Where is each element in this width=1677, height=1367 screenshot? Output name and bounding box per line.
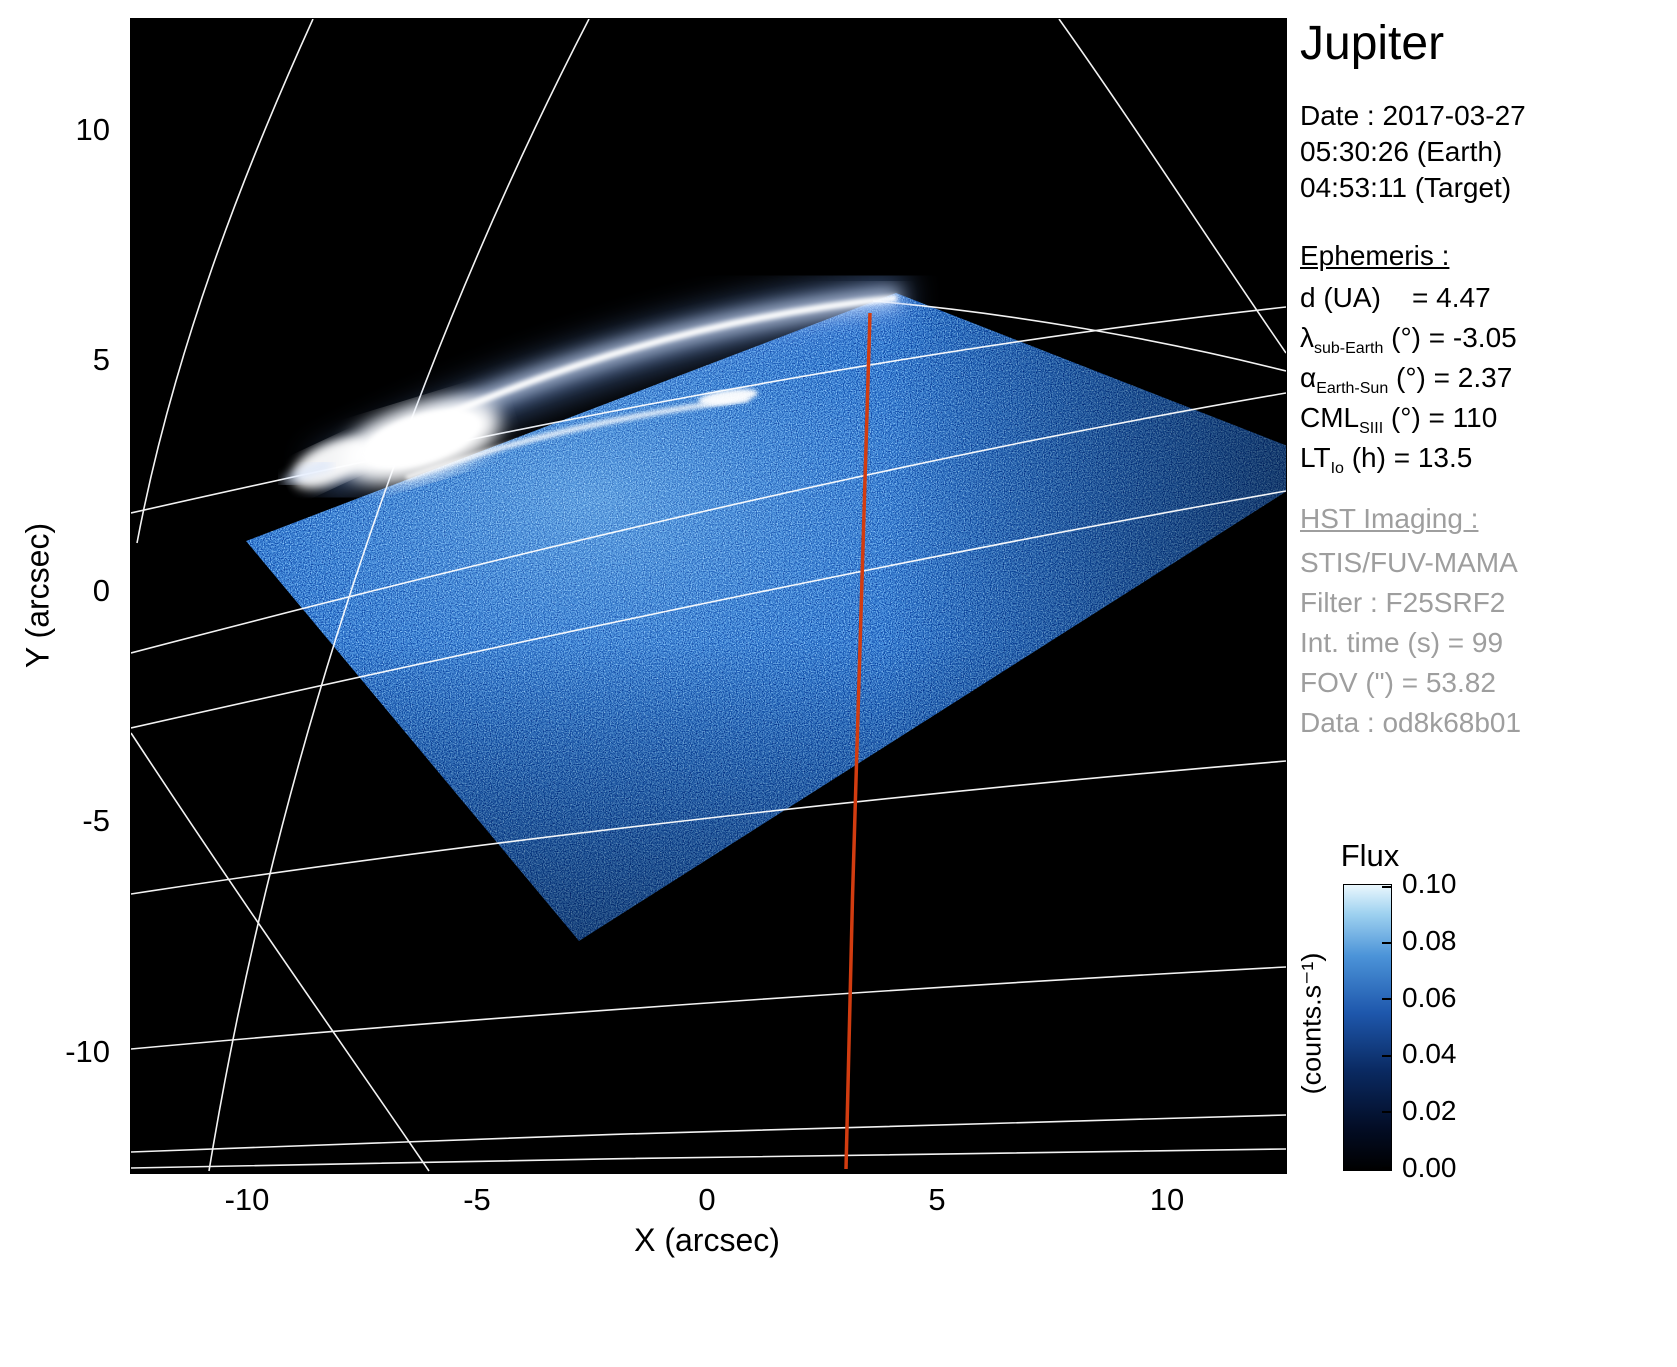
ephemeris-value: (°) = 110 bbox=[1383, 402, 1498, 433]
colorbar-unit-label: (counts.s⁻¹) bbox=[1296, 952, 1327, 1095]
colorbar-tick-label: 0.00 bbox=[1402, 1152, 1457, 1183]
ephemeris-row: λsub-Earth (°) = -3.05 bbox=[1300, 322, 1517, 362]
figure-title: Jupiter bbox=[1300, 17, 1445, 70]
hst-imaging-heading: HST Imaging : bbox=[1300, 503, 1479, 534]
latitude-line bbox=[131, 966, 1286, 1050]
ephemeris-row: αEarth-Sun (°) = 2.37 bbox=[1300, 362, 1517, 402]
x-tick-label: 10 bbox=[1149, 1182, 1185, 1217]
ephemeris-subscript: Earth-Sun bbox=[1316, 380, 1389, 397]
hst-int-time: Int. time (s) = 99 bbox=[1300, 627, 1504, 658]
longitude-line bbox=[208, 19, 590, 1172]
ephemeris-symbol: LT bbox=[1300, 442, 1331, 473]
x-tick-label: -5 bbox=[463, 1182, 491, 1217]
colorbar-tick-label: 0.02 bbox=[1402, 1095, 1457, 1126]
y-tick-label: -5 bbox=[82, 803, 110, 838]
observation-date: Date : 2017-03-27 bbox=[1300, 100, 1526, 131]
latitude-line bbox=[131, 1114, 1286, 1153]
longitude-line bbox=[1058, 19, 1286, 354]
colorbar-tick-label: 0.10 bbox=[1402, 868, 1457, 899]
latitude-line bbox=[131, 760, 1286, 895]
hst-imaging-block: STIS/FUV-MAMA Filter : F25SRF2 Int. time… bbox=[1300, 543, 1521, 743]
sky-image bbox=[131, 19, 1286, 1172]
aurora-emission bbox=[281, 272, 909, 499]
ephemeris-row: d (UA) = 4.47 bbox=[1300, 282, 1517, 322]
aurora-faint-tail bbox=[281, 460, 333, 487]
observation-time-earth: 05:30:26 (Earth) bbox=[1300, 136, 1503, 167]
ephemeris-value: (°) = 2.37 bbox=[1388, 362, 1513, 393]
ephemeris-symbol: α bbox=[1300, 362, 1317, 393]
x-tick-label: 0 bbox=[698, 1182, 716, 1217]
planet-graticule bbox=[131, 19, 1286, 1172]
latitude-line bbox=[131, 490, 1286, 729]
latitude-line bbox=[872, 300, 1286, 372]
ephemeris-subscript: SIII bbox=[1359, 420, 1384, 437]
y-tick-label: 0 bbox=[92, 573, 110, 608]
ephemeris-subscript: Io bbox=[1330, 460, 1344, 477]
y-tick-label: 5 bbox=[92, 342, 110, 377]
cml-meridian-line bbox=[844, 312, 872, 1170]
ephemeris-value: (h) = 13.5 bbox=[1343, 442, 1473, 473]
colorbar-tick bbox=[1382, 886, 1391, 888]
latitude-line bbox=[131, 1148, 1286, 1169]
aurora-west-extension bbox=[292, 437, 370, 489]
colorbar-tick-label: 0.06 bbox=[1402, 982, 1457, 1013]
y-axis-title: Y (arcsec) bbox=[19, 522, 56, 669]
hst-fov: FOV (") = 53.82 bbox=[1300, 667, 1496, 698]
observation-block: Date : 2017-03-27 05:30:26 (Earth) 04:53… bbox=[1300, 98, 1526, 206]
colorbar-tick-label: 0.08 bbox=[1402, 925, 1457, 956]
y-tick-label: 10 bbox=[75, 112, 110, 147]
longitude-line bbox=[136, 19, 314, 544]
ephemeris-row: LTIo (h) = 13.5 bbox=[1300, 442, 1517, 482]
aurora-secondary-arc bbox=[405, 396, 750, 481]
colorbar-tick bbox=[1382, 998, 1391, 1000]
ephemeris-value: (UA) = 4.47 bbox=[1315, 282, 1491, 313]
ephemeris-rows: d (UA) = 4.47 λsub-Earth (°) = -3.05 αEa… bbox=[1300, 282, 1517, 482]
aurora-bright-streak bbox=[698, 388, 758, 406]
x-axis-title: X (arcsec) bbox=[634, 1222, 780, 1258]
hst-instrument: STIS/FUV-MAMA bbox=[1300, 547, 1518, 578]
hst-data-id: Data : od8k68b01 bbox=[1300, 707, 1522, 738]
ephemeris-symbol: CML bbox=[1300, 402, 1360, 433]
x-tick-label: 5 bbox=[928, 1182, 946, 1217]
colorbar-tick bbox=[1382, 942, 1391, 944]
aurora-blob-core bbox=[363, 410, 479, 468]
ephemeris-subscript: sub-Earth bbox=[1314, 340, 1384, 357]
colorbar-tick bbox=[1382, 1111, 1391, 1113]
longitude-line bbox=[131, 732, 430, 1172]
y-tick-label: -10 bbox=[65, 1034, 110, 1069]
colorbar-tick bbox=[1382, 1167, 1391, 1169]
ephemeris-symbol: d bbox=[1300, 282, 1316, 313]
x-tick-label: -10 bbox=[224, 1182, 270, 1217]
ephemeris-row: CMLSIII (°) = 110 bbox=[1300, 402, 1517, 442]
ephemeris-value: (°) = -3.05 bbox=[1383, 322, 1517, 353]
colorbar-tick bbox=[1382, 1055, 1391, 1057]
observation-time-target: 04:53:11 (Target) bbox=[1300, 172, 1512, 203]
ephemeris-symbol: λ bbox=[1300, 322, 1314, 353]
ephemeris-heading: Ephemeris : bbox=[1300, 240, 1450, 271]
latitude-line bbox=[131, 392, 1286, 654]
plot-area bbox=[130, 18, 1287, 1174]
colorbar bbox=[1343, 884, 1392, 1171]
colorbar-tick-label: 0.04 bbox=[1402, 1038, 1457, 1069]
hst-filter: Filter : F25SRF2 bbox=[1300, 587, 1506, 618]
colorbar-title: Flux bbox=[1340, 838, 1400, 873]
